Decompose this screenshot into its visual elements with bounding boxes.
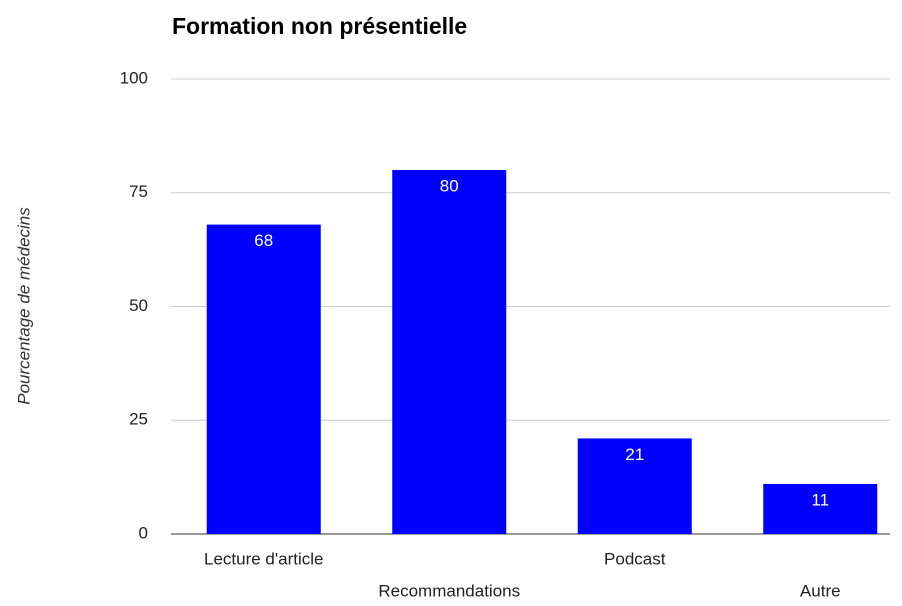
data-label: 68: [254, 231, 273, 250]
data-label: 11: [811, 490, 829, 509]
bar: [206, 224, 321, 534]
x-tick-label: Autre: [800, 581, 841, 600]
x-tick-label: Recommandations: [378, 581, 520, 600]
x-tick-label: Lecture d'article: [204, 549, 323, 568]
bar: [392, 170, 507, 534]
y-tick-label: 100: [120, 68, 148, 87]
x-tick-label: Podcast: [604, 549, 666, 568]
chart-title: Formation non présentielle: [172, 13, 467, 39]
y-tick-label: 0: [139, 523, 148, 542]
y-tick-label: 25: [129, 410, 148, 429]
y-tick-label: 50: [129, 296, 148, 315]
bar: [577, 438, 692, 534]
y-tick-label: 75: [129, 182, 148, 201]
data-label: 80: [440, 176, 459, 195]
data-label: 21: [625, 445, 644, 464]
bar: [763, 483, 878, 534]
y-axis-label: Pourcentage de médecins: [14, 207, 33, 405]
